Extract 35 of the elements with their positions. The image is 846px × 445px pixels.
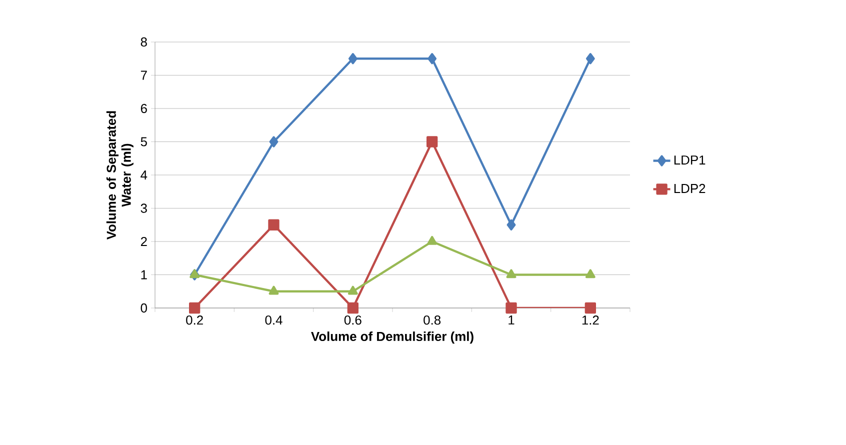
point [348,53,358,64]
x-tick-label: 1.2 [582,316,599,325]
y-tick-label: 5 [140,137,147,146]
x-tick-label: 0.6 [344,316,362,325]
x-tick-label: 0.8 [424,316,441,325]
x-axis-title: Volume of Demulsifier (ml) [311,332,474,344]
point [506,269,516,278]
x-tick-label: 0.2 [186,316,203,325]
x-tick-label: 0.4 [265,316,282,325]
y-tick-label: 0 [140,303,147,313]
x-tick-label: 1 [508,316,514,324]
y-tick-label: 4 [140,170,148,180]
point [268,219,280,230]
point [585,269,596,278]
point [269,136,278,148]
point [506,302,517,314]
point [586,53,595,64]
y-tick-label: 8 [140,37,147,47]
point [427,236,438,245]
point [347,302,358,314]
y-tick-label: 7 [140,70,147,80]
point [506,219,516,230]
point [584,302,596,314]
legend-label: LDP2 [674,184,706,193]
y-axis-title: Volume of Separated Water (ml) [106,111,134,240]
y-tick-label: 1 [141,270,147,280]
point [426,136,438,148]
y-tick-label: 6 [140,104,147,114]
y-tick-label: 3 [140,204,147,213]
y-tick-label: 2 [140,236,147,246]
point [189,302,200,314]
point [348,286,358,295]
legend-label: LDP1 [674,156,706,164]
point [428,53,437,64]
point [268,286,279,295]
